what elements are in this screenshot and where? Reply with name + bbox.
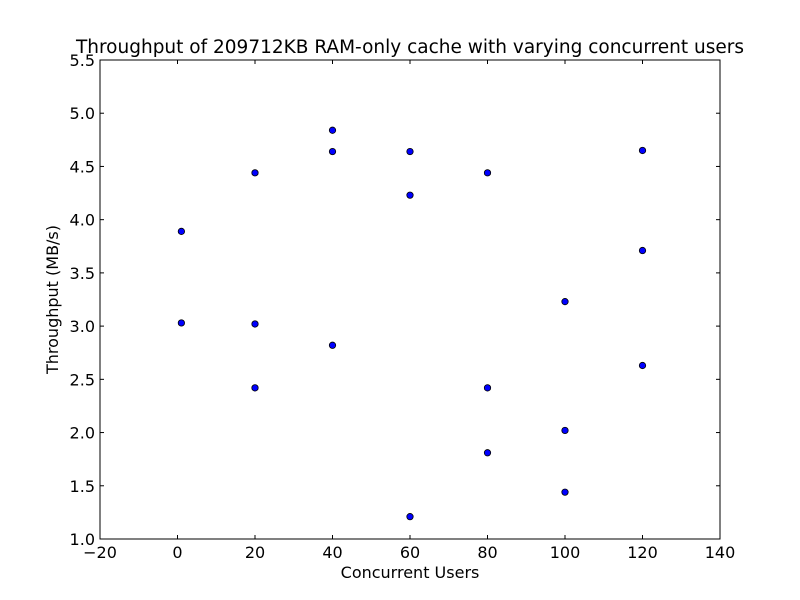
x-tick-label: 0 [172,543,182,562]
data-point [177,227,185,235]
chart-title: Throughput of 209712KB RAM-only cache wi… [75,37,744,58]
data-point [483,384,492,392]
data-point [406,147,414,156]
data-point [561,298,569,306]
y-tick-label: 4.5 [70,157,95,176]
data-point [251,320,259,328]
data-point [251,169,259,177]
axis-ticks: −20 0 20 40 60 80 100 120 140 1.0 1.5 2.0 2.5 3.0 3.5 4… [70,51,736,562]
data-point [483,169,492,177]
x-tick-label: 100 [550,543,581,562]
data-point [177,319,185,327]
y-axis-label: Throughput (MB/s) [43,225,62,375]
x-tick-label: 60 [400,543,420,562]
data-point [638,146,647,155]
data-point [561,488,569,496]
data-points [177,126,647,521]
data-point [561,426,569,435]
data-point [483,449,492,457]
x-tick-label: 40 [322,543,342,562]
y-tick-label: 2.5 [70,370,95,389]
x-tick-label: 20 [245,543,265,562]
y-tick-label: 4.0 [70,211,95,230]
plot-frame [99,59,721,540]
y-tick-label: 3.0 [70,317,95,336]
x-tick-label: 120 [627,543,658,562]
y-tick-label: 1.5 [70,477,95,496]
x-tick-label: 140 [705,543,736,562]
data-point [406,513,414,521]
x-tick-label: 80 [477,543,497,562]
data-point [328,341,337,349]
data-point [328,126,337,134]
y-tick-label: 3.5 [70,264,95,283]
data-point [406,191,414,199]
data-point [638,361,647,370]
x-axis-label: Concurrent Users [341,563,480,582]
data-point [328,147,337,156]
y-tick-label: 1.0 [70,530,95,549]
data-point [638,246,647,255]
x-tick-label: −20 [83,543,117,562]
y-tick-label: 5.0 [70,104,95,123]
data-point [251,384,259,392]
y-tick-label: 2.0 [70,424,95,443]
y-tick-label: 5.5 [70,51,95,70]
